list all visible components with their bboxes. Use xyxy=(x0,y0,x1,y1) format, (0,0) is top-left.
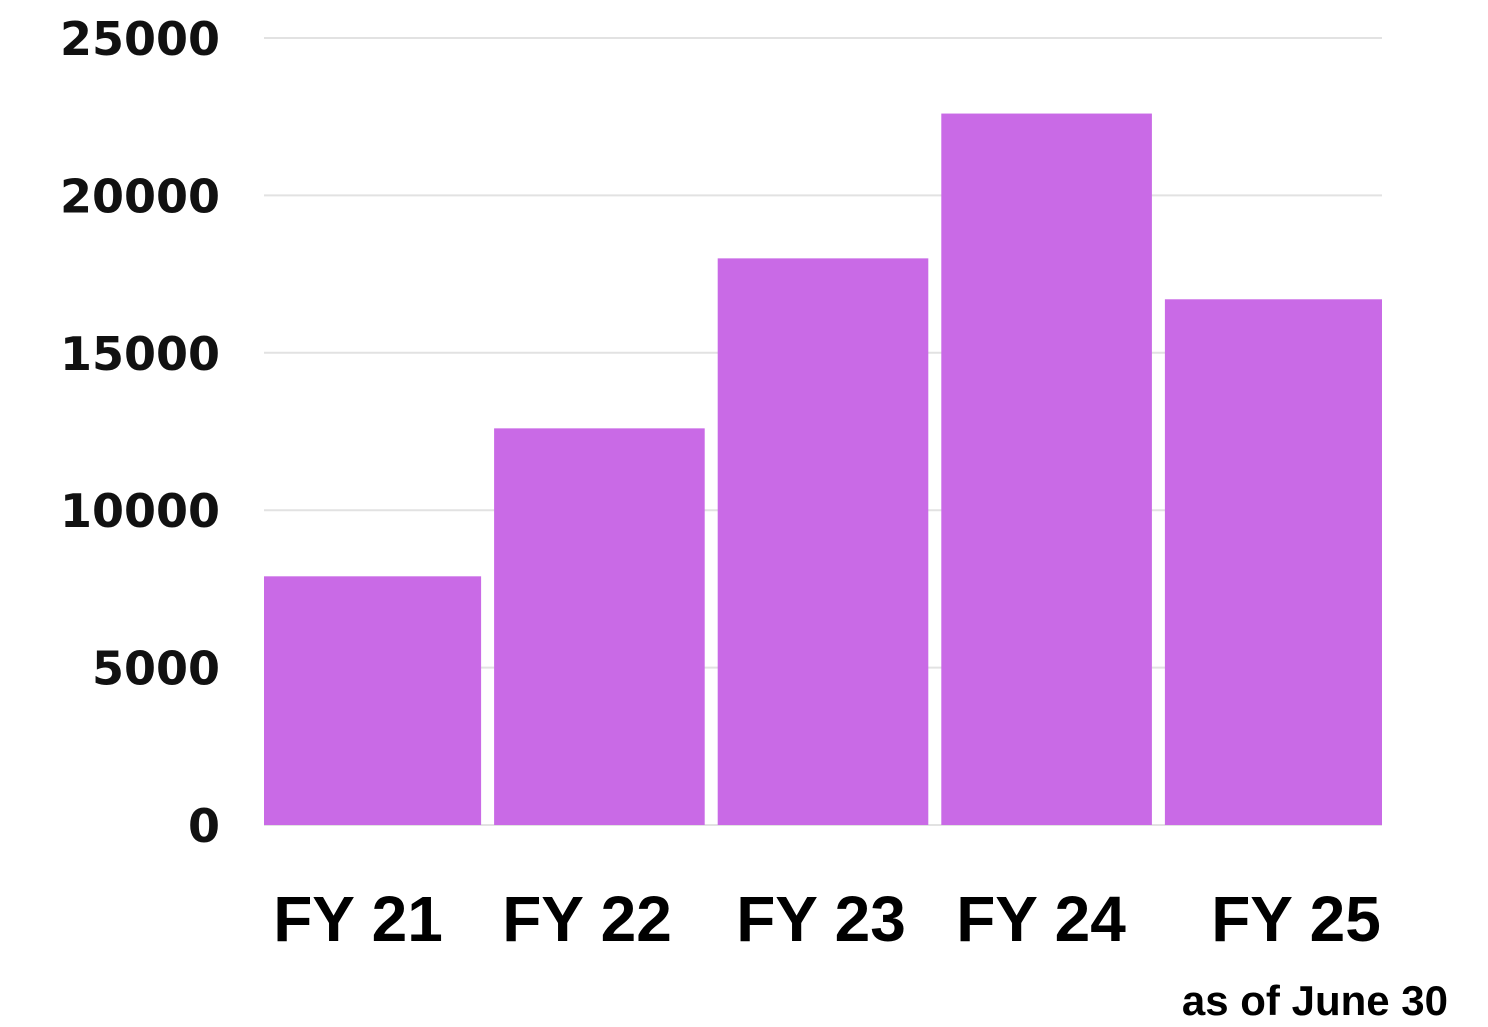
x-tick-label: FY 21 xyxy=(273,883,443,955)
y-tick-label: 20000 xyxy=(60,169,220,223)
bars xyxy=(264,113,1382,825)
y-tick-label: 25000 xyxy=(60,12,220,66)
bar-fy-24 xyxy=(941,113,1152,825)
x-tick-label: FY 25 xyxy=(1211,883,1381,955)
x-tick-label: FY 22 xyxy=(502,883,672,955)
bar-fy-21 xyxy=(264,576,482,825)
bar-fy-22 xyxy=(494,428,705,825)
bar-fy-23 xyxy=(717,258,929,825)
y-tick-label: 10000 xyxy=(60,484,220,538)
y-tick-label: 5000 xyxy=(92,642,220,696)
x-tick-label: FY 24 xyxy=(956,883,1126,955)
y-axis-ticks: 0 5000 10000 15000 20000 25000 xyxy=(60,12,220,853)
y-tick-label: 15000 xyxy=(60,327,220,381)
x-axis-ticks: FY 21 FY 22 FY 23 FY 24 FY 25 xyxy=(273,883,1381,955)
bar-fy-25 xyxy=(1164,299,1382,825)
y-tick-label: 0 xyxy=(188,799,220,853)
chart-note: as of June 30 xyxy=(1182,977,1448,1024)
x-tick-label: FY 23 xyxy=(736,883,906,955)
